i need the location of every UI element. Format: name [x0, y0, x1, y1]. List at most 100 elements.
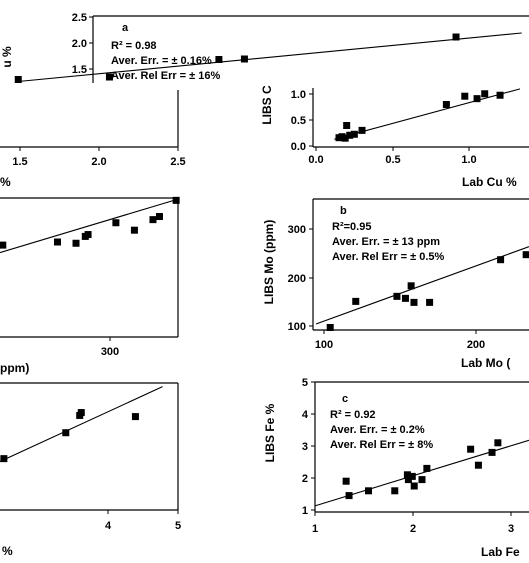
- data-point: [426, 298, 434, 306]
- y-tick-label: 0.0: [291, 141, 306, 153]
- x-tick-label: 0.0: [308, 154, 323, 166]
- data-point: [352, 297, 360, 305]
- fit-line: [18, 32, 522, 83]
- x-axis-label: %: [2, 544, 13, 558]
- y-tick-label: 100: [288, 321, 306, 333]
- chart-cu-top: 2.5 2.0 1.5 u % a R² = 0.98 Aver. Err. =…: [0, 12, 529, 83]
- data-point: [14, 76, 22, 83]
- y-tick-label: 300: [288, 224, 306, 236]
- data-point: [346, 131, 354, 139]
- x-tick-label: 1.0: [461, 154, 476, 166]
- data-points: [326, 251, 529, 331]
- panel-label: c: [342, 393, 348, 405]
- fit-line: [0, 198, 179, 254]
- data-point: [0, 455, 8, 463]
- data-point: [343, 121, 351, 129]
- data-point: [494, 439, 502, 447]
- x-tick-label: 0.5: [385, 154, 400, 166]
- x-axis-label: Lab Cu %: [462, 175, 517, 189]
- chart-mo-left: 300 ppm): [0, 196, 180, 375]
- annotation: R²=0.95: [332, 221, 371, 233]
- data-point: [393, 292, 401, 300]
- x-axis-label: Lab Fe: [481, 545, 520, 559]
- data-point: [62, 429, 70, 437]
- annotation: R² = 0.98: [111, 40, 157, 52]
- x-tick-label: 4: [105, 520, 112, 532]
- data-point: [77, 409, 85, 417]
- annotation: Aver. Err. = ± 0.2%: [330, 424, 425, 436]
- data-point: [423, 464, 431, 472]
- data-point: [345, 492, 353, 500]
- data-point: [442, 101, 450, 109]
- x-axis-label: Lab Mo (: [461, 356, 510, 370]
- y-tick-label: 1.5: [72, 64, 87, 76]
- chart-fe-right: 5 4 3 2 1 1 2 3 Lab Fe LIBS Fe % c R² = …: [263, 377, 529, 559]
- x-tick-label: 2.5: [170, 156, 185, 168]
- y-tick-label: 4: [302, 409, 309, 421]
- x-tick-label: 300: [101, 346, 119, 358]
- x-tick-label: 3: [508, 523, 514, 535]
- chart-cu-right: 1.0 0.5 0.0 0.0 0.5 1.0 Lab Cu % LIBS C: [260, 85, 529, 189]
- data-point: [401, 294, 409, 302]
- data-point: [149, 216, 157, 224]
- data-points: [0, 196, 180, 249]
- data-point: [131, 413, 139, 421]
- data-point: [473, 95, 481, 103]
- data-point: [112, 219, 120, 227]
- annotation: Aver. Rel Err = ± 8%: [330, 439, 433, 451]
- y-tick-label: 2.5: [72, 12, 87, 24]
- annotation: R² = 0.92: [330, 409, 376, 421]
- data-point: [418, 476, 426, 484]
- data-point: [496, 91, 504, 99]
- y-axis-label: u %: [0, 46, 14, 68]
- data-point: [467, 445, 475, 453]
- data-point: [53, 238, 61, 246]
- x-tick-label: 200: [467, 339, 485, 351]
- data-point: [326, 323, 334, 331]
- x-axis-label: ppm): [0, 361, 29, 375]
- data-point: [350, 130, 358, 138]
- data-point: [497, 256, 505, 264]
- y-axis-label: LIBS Mo (ppm): [262, 220, 276, 305]
- fit-line: [0, 386, 163, 463]
- panel-label: a: [122, 22, 129, 34]
- x-axis-label: %: [0, 175, 11, 189]
- data-point: [407, 282, 415, 290]
- y-tick-label: 2: [302, 473, 308, 485]
- y-tick-label: 1: [302, 505, 308, 517]
- data-point: [488, 448, 496, 456]
- data-point: [130, 226, 138, 234]
- data-point: [452, 33, 460, 41]
- data-point: [481, 90, 489, 98]
- chart-fe-left: 4 5 %: [0, 382, 181, 558]
- data-point: [172, 196, 180, 204]
- data-point: [474, 461, 482, 469]
- data-point: [522, 251, 529, 259]
- x-tick-label: 2: [410, 523, 416, 535]
- y-tick-label: 200: [288, 273, 306, 285]
- data-point: [155, 213, 163, 221]
- data-point: [341, 134, 349, 142]
- x-tick-label: 1.5: [12, 156, 27, 168]
- x-tick-label: 2.0: [91, 156, 106, 168]
- panel-label: b: [340, 205, 347, 217]
- fit-line: [315, 246, 529, 325]
- y-axis-label: LIBS Fe %: [263, 403, 277, 462]
- data-point: [408, 472, 416, 480]
- data-points: [14, 33, 460, 83]
- data-point: [410, 298, 418, 306]
- y-tick-label: 2.0: [72, 38, 87, 50]
- x-tick-label: 100: [315, 339, 333, 351]
- data-points: [335, 90, 504, 142]
- data-point: [365, 487, 372, 495]
- data-points: [0, 409, 139, 463]
- annotation: Aver. Err. = ± 0.16%: [111, 55, 212, 67]
- data-point: [342, 477, 350, 485]
- data-point: [391, 487, 399, 495]
- y-axis-label: LIBS C: [260, 85, 274, 125]
- y-tick-label: 0.5: [291, 115, 306, 127]
- y-tick-label: 1.0: [291, 89, 306, 101]
- data-point: [404, 476, 412, 484]
- annotation: Aver. Rel Err = ± 0.5%: [332, 251, 445, 263]
